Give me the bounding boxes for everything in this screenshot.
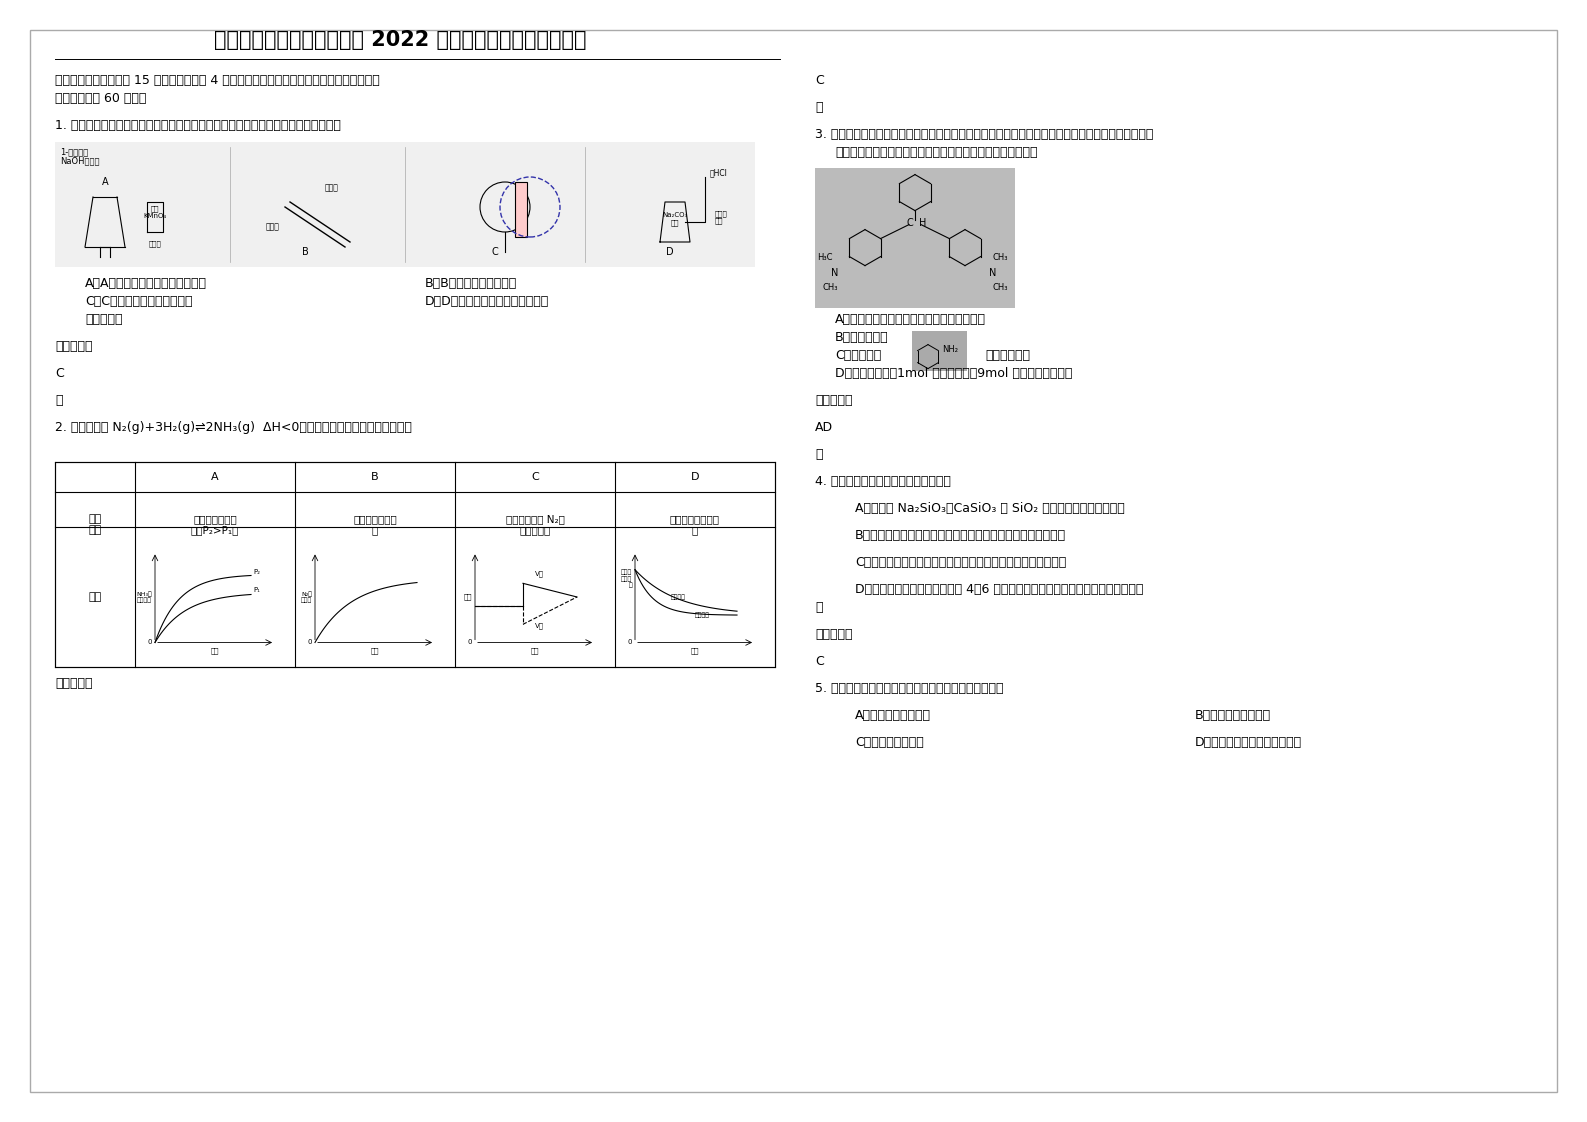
Text: 苯酚钠
溶液: 苯酚钠 溶液 (716, 210, 728, 224)
Text: C: C (816, 74, 824, 88)
Text: N: N (832, 268, 838, 277)
Text: 酸性
KMnO₄: 酸性 KMnO₄ (143, 205, 167, 219)
Text: B: B (371, 472, 379, 482)
Text: N₂的
转化率: N₂的 转化率 (302, 591, 313, 603)
Text: B．是把普通玻璃在电炉里加热，使之软化，然后急速冷却制的: B．是把普通玻璃在电炉里加热，使之软化，然后急速冷却制的 (855, 528, 1066, 542)
Text: B: B (302, 247, 308, 257)
Text: 图示: 图示 (89, 592, 102, 603)
Text: 温度对反应的影
响: 温度对反应的影 响 (354, 514, 397, 535)
Text: B．铁丝在氧气中燃烧: B．铁丝在氧气中燃烧 (1195, 709, 1271, 721)
Text: 参考答案：: 参考答案： (816, 394, 852, 406)
Text: 浓HCl: 浓HCl (709, 168, 728, 177)
Text: 时间: 时间 (211, 647, 219, 654)
Bar (913, 331, 966, 370)
Text: 碳酸＞苯酚: 碳酸＞苯酚 (86, 313, 122, 327)
Text: D: D (667, 247, 674, 257)
Text: 0: 0 (627, 640, 632, 645)
Text: A: A (211, 472, 219, 482)
Text: 4. 下列关于钢化玻璃的叙述中错误的是: 4. 下列关于钢化玻璃的叙述中错误的是 (816, 475, 951, 488)
Text: 0: 0 (468, 640, 471, 645)
Text: 题目要求，共 60 分。）: 题目要求，共 60 分。） (56, 92, 146, 105)
Text: 平衡体系增加 N₂对
反应的影响: 平衡体系增加 N₂对 反应的影响 (506, 514, 565, 535)
Text: Na₂CO₃
溶液: Na₂CO₃ 溶液 (662, 212, 687, 226)
Text: 出水口: 出水口 (149, 240, 162, 247)
Text: H: H (919, 218, 927, 228)
Text: D．一定条件下，1mol 该物质可以和9mol 氢气发生加成反应: D．一定条件下，1mol 该物质可以和9mol 氢气发生加成反应 (835, 367, 1073, 379)
Text: 1-溴丙烷和: 1-溴丙烷和 (60, 147, 89, 156)
Text: C: C (816, 654, 824, 668)
Text: D．它的机械强度比普通玻璃大 4～6 倍，不易破碎，且破碎时，碎块没有尖利的棱: D．它的机械强度比普通玻璃大 4～6 倍，不易破碎，且破碎时，碎块没有尖利的棱 (855, 582, 1143, 596)
Text: N: N (989, 268, 997, 277)
Bar (516, 182, 527, 237)
Text: 催化剂对反应的影
响: 催化剂对反应的影 响 (670, 514, 720, 535)
Text: 有催化剂: 有催化剂 (671, 595, 686, 600)
Text: D．D装置可装置证明酸性：盐酸＞: D．D装置可装置证明酸性：盐酸＞ (425, 295, 549, 309)
Text: 2. 对可逆反应 N₂(g)+3H₂(g)⇌2NH₃(g)  ΔH<0，下列探究目的和示意图相符的是: 2. 对可逆反应 N₂(g)+3H₂(g)⇌2NH₃(g) ΔH<0，下列探究目… (56, 421, 413, 434)
Text: 略: 略 (816, 448, 822, 461)
Text: 时间: 时间 (530, 647, 540, 654)
Text: ）互为同系物: ）互为同系物 (986, 349, 1030, 361)
Text: C．硫在氧气中燃烧: C．硫在氧气中燃烧 (855, 736, 924, 748)
Text: 0: 0 (148, 640, 152, 645)
Text: 一、单选题（本大题共 15 个小题，每小题 4 分。在每小题给出的四个选项中，只有一项符合: 一、单选题（本大题共 15 个小题，每小题 4 分。在每小题给出的四个选项中，只… (56, 74, 379, 88)
Text: 0: 0 (308, 640, 313, 645)
Text: V正: V正 (535, 570, 544, 577)
Text: 无催化剂: 无催化剂 (695, 613, 709, 618)
Text: 角: 角 (816, 600, 822, 614)
Text: CH₃: CH₃ (992, 254, 1008, 263)
Text: A．A装置用于检验溴丙烷消去产物: A．A装置用于检验溴丙烷消去产物 (86, 277, 206, 289)
Text: A．氢气在氧气中燃烧: A．氢气在氧气中燃烧 (855, 709, 932, 721)
Text: 温度: 温度 (371, 647, 379, 654)
Text: 3. 无色孔雀石绿（结构简式如图）曾被用作水产养殖业的杀虫剂（鱼药）。因为具有潜在致癌性，已: 3. 无色孔雀石绿（结构简式如图）曾被用作水产养殖业的杀虫剂（鱼药）。因为具有潜… (816, 128, 1154, 141)
Text: 混合气
体总压
强: 混合气 体总压 强 (621, 570, 632, 588)
Text: C．C装置用于实验室制硝基苯: C．C装置用于实验室制硝基苯 (86, 295, 192, 309)
Text: 1. 下列实验装置能达到实验目的，且实验装置无明显错误的是（夹持仪器未画出）：: 1. 下列实验装置能达到实验目的，且实验装置无明显错误的是（夹持仪器未画出）： (56, 119, 341, 132)
Text: B．属于芳香烃: B．属于芳香烃 (835, 331, 889, 343)
Text: A．它是由 Na₂SiO₃，CaSiO₃ 和 SiO₂ 熔化在一起所得到的物质: A．它是由 Na₂SiO₃，CaSiO₃ 和 SiO₂ 熔化在一起所得到的物质 (855, 502, 1125, 515)
Text: CH₃: CH₃ (992, 283, 1008, 292)
Text: A．分子中所有的碳原子不可能在同一平面上: A．分子中所有的碳原子不可能在同一平面上 (835, 313, 986, 325)
Text: 略: 略 (816, 101, 822, 114)
Text: AD: AD (816, 421, 833, 433)
Text: P₁: P₁ (254, 587, 260, 592)
Text: V逆: V逆 (535, 623, 544, 628)
Text: 压强对反应的影
响（P₂>P₁）: 压强对反应的影 响（P₂>P₁） (190, 514, 240, 535)
Text: D．焦炭在高温下与水蒸气反应: D．焦炭在高温下与水蒸气反应 (1195, 736, 1301, 748)
Text: NH₃的
体积分数: NH₃的 体积分数 (136, 591, 152, 603)
Bar (816, 167, 1016, 307)
Text: 出水口: 出水口 (267, 222, 279, 231)
Text: C．它是具有空间网状结构的原子晶体，硬度很大，熔点也很高: C．它是具有空间网状结构的原子晶体，硬度很大，熔点也很高 (855, 555, 1066, 569)
Text: C: C (492, 247, 498, 257)
Text: 进水口: 进水口 (325, 183, 340, 192)
Text: NaOH醇溶液: NaOH醇溶液 (60, 156, 100, 165)
Text: 时间: 时间 (690, 647, 700, 654)
Bar (56, 142, 755, 267)
Text: 研究
目的: 研究 目的 (89, 514, 102, 535)
Text: 5. 下列反应中，生成物的总能量大于反应物总能量的是: 5. 下列反应中，生成物的总能量大于反应物总能量的是 (816, 681, 1003, 695)
Text: C．与苯胺（: C．与苯胺（ (835, 349, 881, 361)
Bar (56, 462, 774, 666)
Text: 被禁止用作鱼药。下列关于无色孔雀石绿的叙述中，正确的是: 被禁止用作鱼药。下列关于无色孔雀石绿的叙述中，正确的是 (835, 146, 1038, 159)
Text: C: C (906, 218, 914, 228)
Text: B．B装置用于石油的分馏: B．B装置用于石油的分馏 (425, 277, 517, 289)
Text: A: A (102, 177, 108, 187)
Text: C: C (532, 472, 540, 482)
Text: 速率: 速率 (463, 594, 471, 600)
Text: P₂: P₂ (254, 569, 260, 574)
Text: H₃C: H₃C (817, 254, 833, 263)
Text: 参考答案：: 参考答案： (56, 340, 92, 353)
Text: 山东省临沂市南乡中心中学 2022 年高二化学期末试题含解析: 山东省临沂市南乡中心中学 2022 年高二化学期末试题含解析 (214, 30, 586, 50)
Text: CH₃: CH₃ (822, 283, 838, 292)
Text: 参考答案：: 参考答案： (56, 677, 92, 690)
Text: D: D (690, 472, 700, 482)
Text: NH₂: NH₂ (943, 344, 959, 353)
Text: 略: 略 (56, 394, 62, 407)
Text: C: C (56, 367, 63, 380)
Text: 参考答案：: 参考答案： (816, 627, 852, 641)
